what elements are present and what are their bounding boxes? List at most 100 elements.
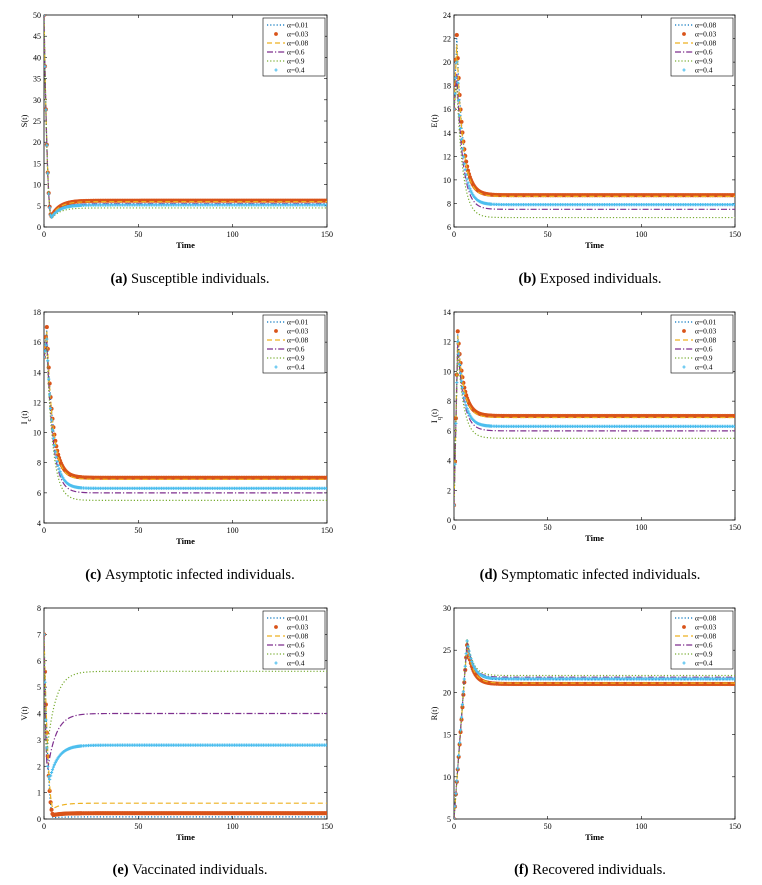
- caption-text: Asymptotic infected individuals.: [105, 567, 295, 583]
- data-point-plus: [55, 459, 59, 464]
- series-1-markers: [44, 632, 327, 818]
- legend-label: α=0.08: [695, 336, 717, 345]
- y-tick-label: 12: [443, 152, 451, 161]
- y-tick-label: 10: [443, 367, 451, 376]
- data-point-plus: [460, 147, 465, 151]
- series-group: [454, 329, 735, 508]
- legend-label: α=0.6: [287, 641, 305, 650]
- y-tick-label: 4: [447, 457, 451, 466]
- data-point-plus: [57, 467, 61, 471]
- legend-label: α=0.03: [695, 30, 717, 39]
- y-tick-label: 15: [443, 731, 451, 740]
- data-point-plus: [463, 664, 467, 668]
- legend-label: α=0.6: [695, 641, 713, 650]
- legend-label: α=0.01: [287, 614, 309, 623]
- data-point-plus: [44, 355, 46, 359]
- caption-text: Recovered individuals.: [532, 862, 666, 878]
- legend-box: [670, 314, 734, 374]
- data-point-plus: [462, 162, 466, 166]
- data-point-plus: [459, 715, 464, 719]
- series-group: [44, 324, 327, 501]
- legend-label: α=0.6: [695, 345, 713, 354]
- x-axis-label: Time: [585, 240, 604, 250]
- data-point-plus: [732, 677, 735, 681]
- data-point-plus: [462, 396, 466, 400]
- legend-label: α=0.9: [695, 354, 713, 363]
- data-point-plus: [324, 743, 327, 747]
- series-5-markers: [454, 60, 735, 207]
- subfigure-caption: (f) Recovered individuals.: [514, 862, 666, 878]
- x-tick-label: 50: [134, 526, 142, 535]
- y-axis-label: Iq(t): [429, 409, 443, 423]
- legend-label: α=0.08: [695, 632, 717, 641]
- legend-label: α=0.01: [287, 318, 309, 327]
- data-point-plus: [454, 462, 457, 466]
- legend-label: α=0.6: [287, 345, 305, 354]
- caption-letter: (a): [110, 271, 131, 287]
- x-axis-label: Time: [585, 832, 604, 842]
- legend: α=0.01α=0.03α=0.08α=0.6α=0.9α=0.4: [262, 314, 326, 374]
- subfigure-caption: (c) Asymptotic infected individuals.: [85, 567, 294, 583]
- y-tick-label: 14: [443, 129, 451, 138]
- legend-label: α=0.08: [287, 39, 309, 48]
- x-axis-label: Time: [176, 240, 195, 250]
- y-tick-label: 6: [37, 489, 41, 498]
- data-point-plus: [470, 191, 474, 195]
- legend-label: α=0.03: [695, 327, 717, 336]
- y-tick-label: 20: [443, 58, 451, 67]
- data-point-plus: [469, 656, 473, 661]
- y-tick-label: 6: [447, 223, 451, 232]
- y-tick-label: 18: [33, 308, 41, 317]
- x-tick-label: 50: [544, 230, 552, 239]
- data-point-plus: [467, 411, 471, 416]
- y-tick-label: 35: [33, 75, 41, 84]
- legend-box: [262, 314, 326, 374]
- data-point-plus: [44, 680, 47, 684]
- x-tick-label: 100: [227, 526, 239, 535]
- series-5-markers: [44, 337, 327, 490]
- data-point-plus: [44, 718, 48, 722]
- y-tick-label: 8: [447, 199, 451, 208]
- data-point-plus: [324, 203, 327, 207]
- data-point-plus: [51, 765, 56, 769]
- data-point-plus: [458, 113, 462, 118]
- data-point-plus: [46, 764, 50, 769]
- data-point-plus: [459, 137, 464, 141]
- data-point-plus: [60, 474, 64, 478]
- caption-letter: (b): [519, 271, 540, 287]
- data-point-plus: [465, 177, 469, 181]
- series-group: [44, 632, 327, 819]
- legend-label: α=0.6: [695, 48, 713, 57]
- series-5-markers: [44, 15, 327, 219]
- legend-label: α=0.03: [695, 623, 717, 632]
- data-point-plus: [52, 763, 56, 767]
- series-4-line: [454, 85, 735, 219]
- y-tick-label: 18: [443, 82, 451, 91]
- data-point-plus: [463, 168, 467, 172]
- data-point-circle: [324, 811, 327, 816]
- x-tick-label: 150: [729, 523, 741, 532]
- data-point-plus: [461, 391, 465, 395]
- legend-label: α=0.6: [287, 48, 305, 57]
- subfigure-caption: (e) Vaccinated individuals.: [112, 862, 267, 878]
- y-tick-label: 0: [37, 815, 41, 824]
- x-tick-label: 100: [227, 822, 239, 831]
- data-point-plus: [459, 379, 464, 383]
- series-1-markers: [454, 643, 735, 819]
- legend-swatch-circle: [682, 625, 686, 629]
- legend-label: α=0.9: [695, 57, 713, 66]
- legend-swatch-plus: [274, 365, 278, 369]
- legend-box: [670, 17, 734, 77]
- x-tick-label: 150: [729, 822, 741, 831]
- data-point-plus: [460, 702, 465, 707]
- plot-frame: [453, 14, 736, 228]
- y-tick-label: 4: [37, 710, 41, 719]
- series-2-line: [44, 331, 327, 480]
- subfigure-caption: (b) Exposed individuals.: [519, 271, 662, 287]
- y-tick-label: 12: [443, 338, 451, 347]
- series-3-line: [454, 344, 735, 506]
- legend-swatch-circle: [682, 329, 686, 333]
- data-point-plus: [456, 340, 460, 344]
- y-axis-label-subscript: q: [436, 416, 443, 420]
- data-point-plus: [455, 779, 459, 783]
